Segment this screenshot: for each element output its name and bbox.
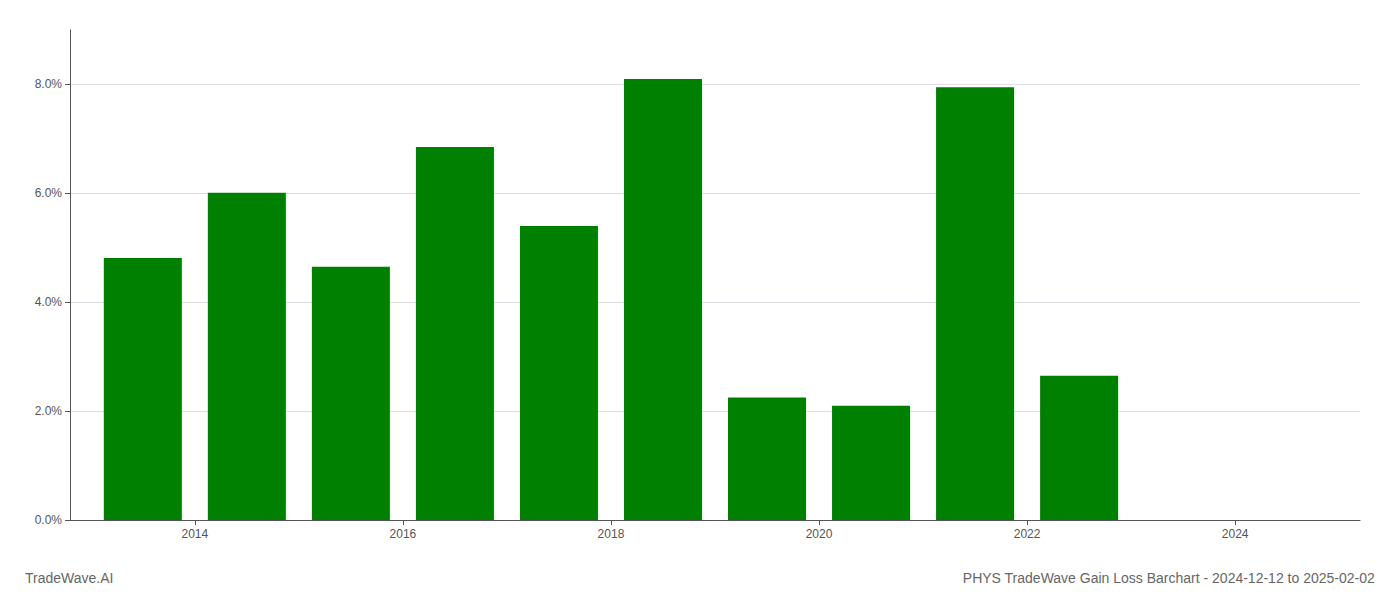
svg-text:PHYS TradeWave Gain Loss Barch: PHYS TradeWave Gain Loss Barchart - 2024… xyxy=(963,570,1375,586)
svg-text:2014: 2014 xyxy=(181,527,208,541)
svg-text:2022: 2022 xyxy=(1014,527,1041,541)
svg-text:8.0%: 8.0% xyxy=(35,77,63,91)
svg-text:2018: 2018 xyxy=(598,527,625,541)
svg-text:2.0%: 2.0% xyxy=(35,404,63,418)
svg-text:2020: 2020 xyxy=(806,527,833,541)
svg-text:2024: 2024 xyxy=(1222,527,1249,541)
svg-text:0.0%: 0.0% xyxy=(35,513,63,527)
svg-text:2016: 2016 xyxy=(390,527,417,541)
svg-text:4.0%: 4.0% xyxy=(35,295,63,309)
svg-text:6.0%: 6.0% xyxy=(35,186,63,200)
svg-text:TradeWave.AI: TradeWave.AI xyxy=(25,570,113,586)
